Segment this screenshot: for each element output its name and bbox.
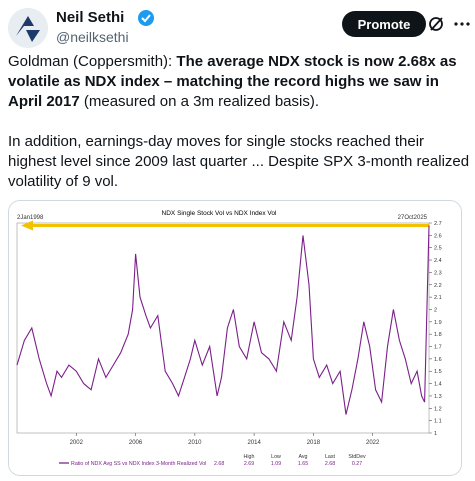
y-tick-label: 2.2	[434, 283, 442, 289]
y-tick-label: 1.8	[434, 332, 442, 338]
text: Goldman (Coppersmith):	[8, 53, 177, 70]
start-date: 2Jan1998	[17, 215, 44, 221]
stat-value: 0.27	[352, 461, 362, 467]
stat-label: StdDev	[348, 454, 366, 460]
y-tick-label: 1.9	[434, 320, 442, 326]
promote-button[interactable]: Promote	[342, 11, 426, 37]
user-handle[interactable]: @neilksethi	[56, 29, 129, 45]
y-tick-label: 1.3	[434, 394, 442, 400]
y-tick-label: 1.1	[434, 419, 442, 425]
x-tick-label: 2018	[307, 440, 321, 446]
series-line	[16, 225, 430, 415]
post-actions[interactable]	[428, 14, 472, 34]
y-tick-label: 2.7	[434, 221, 442, 227]
legend-value: 2.68	[214, 461, 224, 467]
y-tick-label: 1.6	[434, 357, 442, 363]
stat-label: High	[244, 454, 255, 460]
paragraph: In addition, earnings-day moves for sing…	[8, 133, 470, 190]
y-tick-label: 1.2	[434, 406, 442, 412]
x-tick-label: 2022	[366, 440, 380, 446]
stat-value: 2.68	[325, 461, 335, 467]
y-tick-label: 2	[434, 307, 437, 313]
y-tick-label: 2.1	[434, 295, 442, 301]
y-tick-label: 2.4	[434, 258, 442, 264]
stat-label: Avg	[298, 454, 307, 460]
stat-value: 1.09	[271, 461, 281, 467]
x-tick-label: 2014	[247, 440, 261, 446]
y-tick-label: 2.3	[434, 270, 442, 276]
paragraph: Goldman (Coppersmith): The average NDX s…	[8, 52, 470, 112]
bold-text: The average NDX stock is now 2.68x as vo…	[8, 53, 457, 110]
chart-title: NDX Single Stock Vol vs NDX Index Vol	[162, 210, 277, 217]
x-tick-label: 2002	[70, 440, 84, 446]
x-tick-label: 2010	[188, 440, 202, 446]
record-arrow	[21, 220, 33, 231]
y-tick-label: 2.5	[434, 246, 442, 252]
end-date: 27Oct2025	[398, 215, 428, 221]
user-name[interactable]: Neil Sethi	[56, 9, 125, 26]
stat-label: Last	[325, 454, 336, 460]
text: (measured on a 3m realized basis).	[79, 93, 319, 110]
avatar-logo	[8, 8, 48, 48]
stat-value: 2.69	[244, 461, 254, 467]
verified-badge	[138, 10, 154, 26]
x-tick-label: 2006	[129, 440, 143, 446]
post-text: Goldman (Coppersmith): The average NDX s…	[8, 52, 470, 212]
plot-area	[16, 222, 430, 434]
y-tick-label: 1.7	[434, 345, 442, 351]
chart: NDX Single Stock Vol vs NDX Index Vol 2J…	[9, 201, 461, 475]
avatar[interactable]	[8, 8, 48, 48]
stat-value: 1.65	[298, 461, 308, 467]
y-tick-label: 1.4	[434, 382, 442, 388]
stat-label: Low	[271, 454, 281, 460]
y-tick-label: 1	[434, 431, 437, 437]
media[interactable]: NDX Single Stock Vol vs NDX Index Vol 2J…	[8, 200, 462, 476]
legend-label: Ratio of NDX Avg SS vs NDX Index 3-Month…	[71, 461, 206, 467]
y-tick-label: 2.6	[434, 233, 442, 239]
y-tick-label: 1.5	[434, 369, 442, 375]
